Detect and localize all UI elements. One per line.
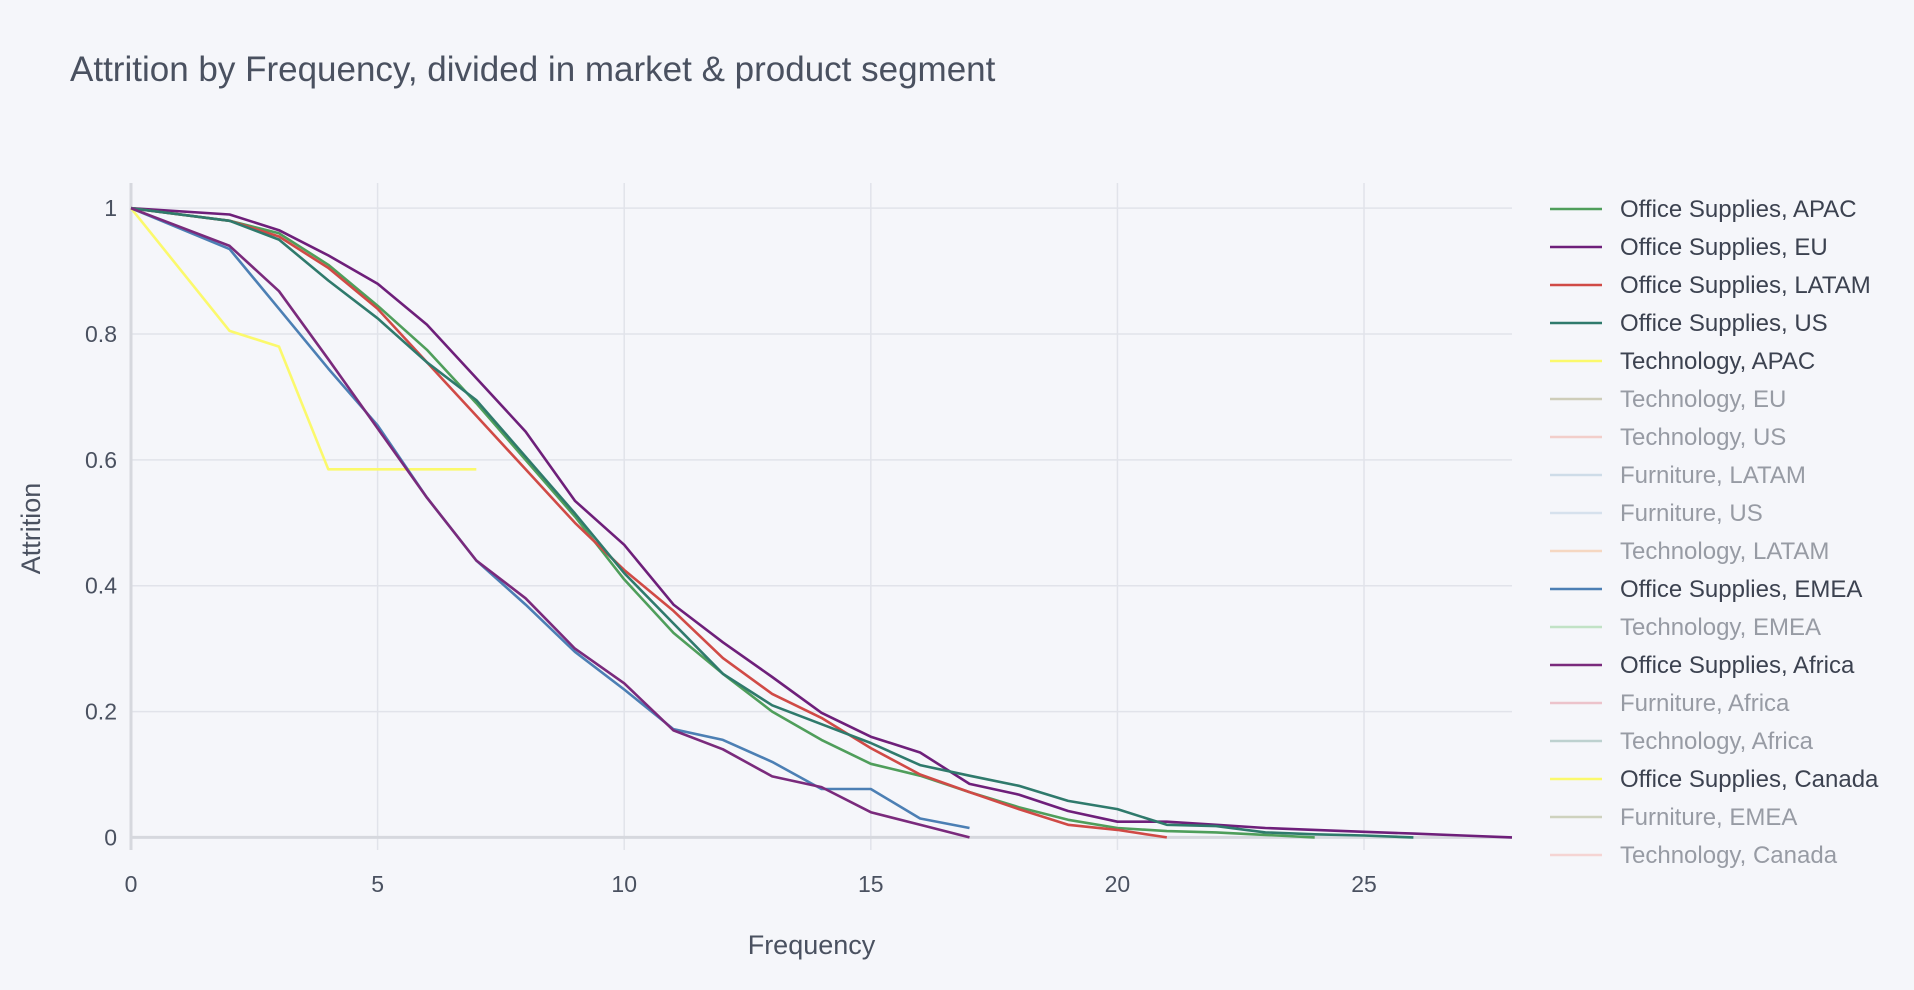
x-tick-label: 25 — [1351, 871, 1377, 897]
y-axis-title: Attrition — [16, 483, 46, 575]
legend-label: Office Supplies, Africa — [1620, 652, 1855, 679]
legend-item[interactable]: Technology, EMEA — [1550, 614, 1821, 641]
series-line — [130, 206, 970, 839]
legend-label: Furniture, US — [1620, 500, 1763, 527]
legend-label: Technology, LATAM — [1620, 538, 1829, 565]
legend-label: Furniture, LATAM — [1620, 462, 1806, 489]
legend-label: Office Supplies, Canada — [1620, 766, 1879, 793]
legend-label: Technology, EMEA — [1620, 614, 1821, 641]
series-line — [130, 206, 1167, 839]
legend-label: Technology, Africa — [1620, 728, 1814, 755]
legend-item[interactable]: Furniture, Africa — [1550, 690, 1790, 717]
legend-label: Technology, EU — [1620, 386, 1786, 413]
legend-item[interactable]: Office Supplies, LATAM — [1550, 272, 1871, 299]
series-line — [130, 206, 1513, 839]
y-tick-label: 1 — [104, 195, 117, 221]
legend-item[interactable]: Furniture, EMEA — [1550, 804, 1797, 831]
x-tick-label: 10 — [611, 871, 637, 897]
legend-label: Office Supplies, US — [1620, 310, 1828, 337]
legend-item[interactable]: Office Supplies, EMEA — [1550, 576, 1862, 603]
legend-item[interactable]: Office Supplies, APAC — [1550, 196, 1857, 223]
legend-label: Technology, APAC — [1620, 348, 1815, 375]
y-tick-label: 0.4 — [85, 573, 117, 599]
legend-label: Furniture, Africa — [1620, 690, 1790, 717]
legend-label: Office Supplies, LATAM — [1620, 272, 1871, 299]
legend-item[interactable]: Technology, APAC — [1550, 348, 1815, 375]
legend-item[interactable]: Office Supplies, US — [1550, 310, 1828, 337]
y-tick-label: 0.6 — [85, 447, 117, 473]
series-line — [130, 206, 1315, 839]
legend-label: Office Supplies, EU — [1620, 234, 1828, 261]
series-line — [129, 207, 477, 471]
legend-label: Technology, US — [1620, 424, 1786, 451]
x-tick-label: 0 — [125, 871, 138, 897]
legend-item[interactable]: Technology, LATAM — [1550, 538, 1829, 565]
y-tick-label: 0.8 — [85, 321, 117, 347]
legend-label: Technology, Canada — [1620, 842, 1838, 869]
legend-item[interactable]: Technology, Canada — [1550, 842, 1838, 869]
legend-item[interactable]: Office Supplies, Canada — [1550, 766, 1879, 793]
legend-item[interactable]: Furniture, US — [1550, 500, 1763, 527]
chart-title: Attrition by Frequency, divided in marke… — [70, 50, 996, 89]
x-tick-label: 5 — [371, 871, 384, 897]
legend-item[interactable]: Office Supplies, EU — [1550, 234, 1828, 261]
legend-item[interactable]: Furniture, LATAM — [1550, 462, 1806, 489]
series-line — [130, 206, 970, 830]
y-tick-label: 0 — [104, 824, 117, 850]
x-axis-title: Frequency — [748, 930, 876, 960]
legend-item[interactable]: Technology, Africa — [1550, 728, 1814, 755]
legend-label: Office Supplies, APAC — [1620, 196, 1857, 223]
series-line — [130, 206, 1414, 839]
x-tick-label: 15 — [858, 871, 884, 897]
y-tick-label: 0.2 — [85, 699, 117, 725]
legend-label: Office Supplies, EMEA — [1620, 576, 1862, 603]
x-tick-label: 20 — [1105, 871, 1131, 897]
legend-item[interactable]: Office Supplies, Africa — [1550, 652, 1855, 679]
legend-item[interactable]: Technology, US — [1550, 424, 1786, 451]
legend-label: Furniture, EMEA — [1620, 804, 1797, 831]
legend-item[interactable]: Technology, EU — [1550, 386, 1786, 413]
